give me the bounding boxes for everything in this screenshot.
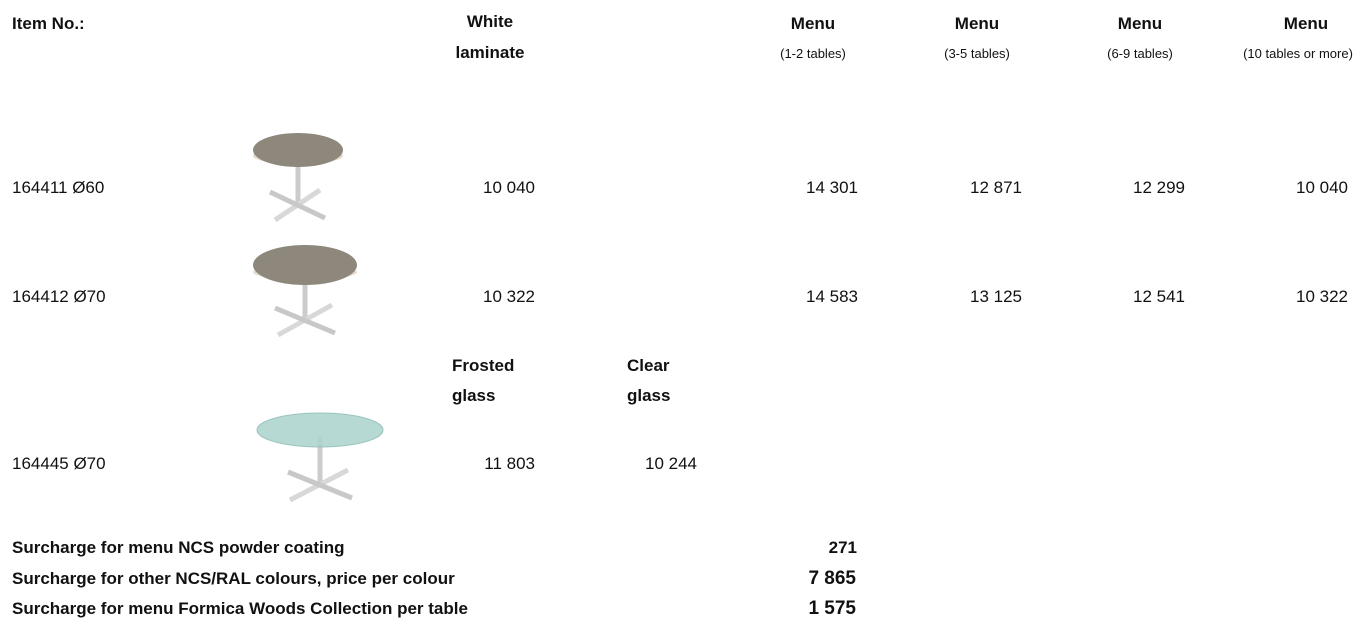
header-menu: Menu [1283,14,1329,33]
table-image [253,245,357,338]
header-menu-note: (3-5 tables) [944,46,1010,61]
price: 10 322 [483,287,535,306]
header-menu: Menu [790,14,836,33]
price: 10 040 [483,178,535,197]
header-menu-note: (10 tables or more) [1243,46,1353,61]
header-item-no: Item No.: [12,14,85,33]
header-frosted-glass: Frosted [452,356,515,375]
price: 12 299 [1133,178,1185,197]
price: 10 322 [1296,287,1348,306]
surcharge-price: 1 575 [808,598,856,619]
price: 10 040 [1296,178,1348,197]
item-number: 164445 Ø70 [12,454,106,473]
item-number: 164411 Ø60 [12,178,105,197]
price: 12 871 [970,178,1022,197]
surcharge-label: Surcharge for menu Formica Woods Collect… [12,599,468,618]
item-number: 164412 Ø70 [12,287,106,306]
price: 10 244 [645,454,697,473]
price: 14 583 [806,287,858,306]
header-clear-glass: glass [627,386,671,405]
header-menu-note: (1-2 tables) [780,46,846,61]
price: 14 301 [806,178,858,197]
table-image [253,133,343,223]
surcharge-label: Surcharge for other NCS/RAL colours, pri… [12,569,455,588]
surcharge-price: 7 865 [808,568,856,589]
header-clear-glass: Clear [627,356,670,375]
header-frosted-glass: glass [452,386,496,405]
header-menu-note: (6-9 tables) [1107,46,1173,61]
header-white-laminate: White [466,12,514,31]
price: 13 125 [970,287,1022,306]
surcharge-price: 271 [828,538,857,557]
price: 12 541 [1133,287,1185,306]
surcharge-label: Surcharge for menu NCS powder coating [12,538,345,557]
price: 11 803 [484,454,535,473]
header-menu: Menu [954,14,1000,33]
header-white-laminate: laminate [455,43,525,62]
header-menu: Menu [1117,14,1163,33]
table-image [256,412,384,503]
